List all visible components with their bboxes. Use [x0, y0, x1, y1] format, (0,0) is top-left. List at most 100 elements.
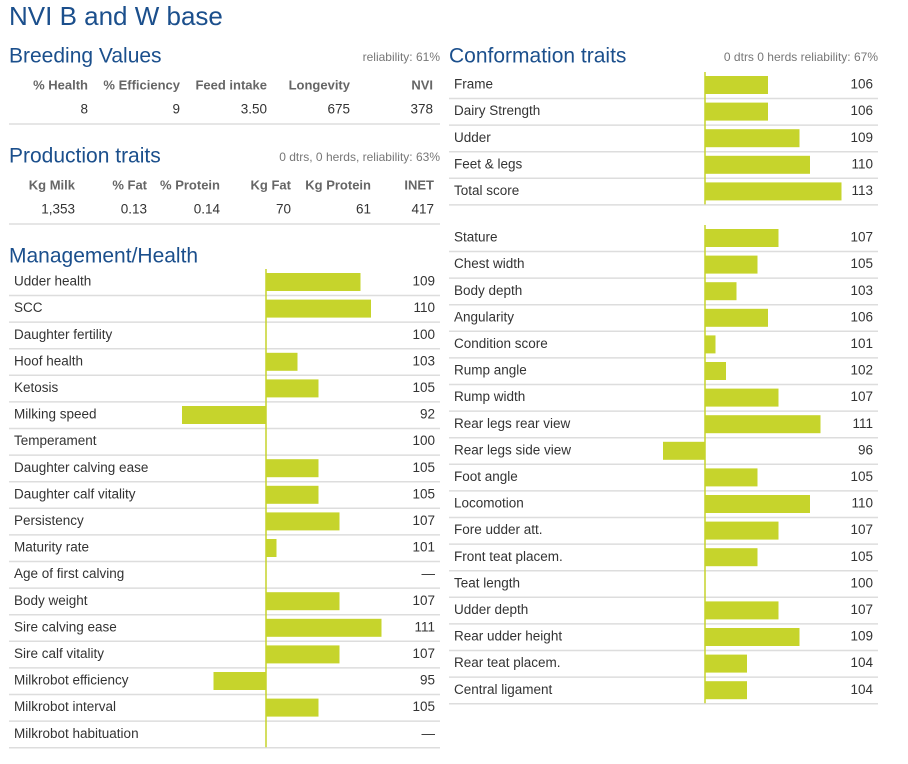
trait-name: Daughter fertility — [14, 327, 113, 342]
trait-value: 105 — [412, 486, 435, 501]
trait-name: Chest width — [454, 256, 525, 271]
trait-name: Rear udder height — [454, 629, 562, 644]
column-header: Feed intake — [195, 77, 267, 92]
bar — [266, 618, 382, 637]
trait-value: 113 — [851, 183, 873, 198]
column-header: Kg Milk — [29, 177, 76, 192]
trait-value: 109 — [850, 629, 873, 644]
table-cell: 0.14 — [194, 202, 221, 217]
trait-value: 105 — [850, 256, 873, 271]
reliability: 0 dtrs 0 herds reliability: 67% — [724, 50, 878, 64]
trait-name: Sire calving ease — [14, 619, 117, 634]
trait-value: 110 — [851, 156, 873, 171]
reliability: 0 dtrs, 0 herds, reliability: 63% — [279, 150, 440, 164]
trait-name: Milkrobot efficiency — [14, 673, 129, 688]
trait-value: 100 — [850, 575, 873, 590]
bar — [266, 645, 340, 664]
trait-value: 105 — [850, 549, 873, 564]
trait-value: 105 — [850, 469, 873, 484]
trait-name: Condition score — [454, 336, 548, 351]
trait-name: Udder — [454, 130, 491, 145]
trait-name: Frame — [454, 77, 493, 92]
column-header: % Health — [33, 77, 88, 92]
bar — [705, 654, 747, 673]
bar — [705, 155, 810, 174]
trait-value: 109 — [850, 130, 873, 145]
trait-value: 103 — [850, 283, 873, 298]
trait-value: 107 — [412, 513, 435, 528]
bar — [705, 388, 779, 407]
trait-name: Feet & legs — [454, 156, 523, 171]
column-header: NVI — [411, 77, 433, 92]
section-heading: Conformation traits — [449, 45, 626, 68]
trait-name: Milking speed — [14, 407, 97, 422]
column-header: % Efficiency — [103, 77, 180, 92]
trait-value: 107 — [850, 522, 873, 537]
trait-value: 107 — [412, 646, 435, 661]
page-title: NVI B and W base — [9, 1, 223, 31]
trait-value: 103 — [412, 353, 435, 368]
trait-value: 107 — [850, 389, 873, 404]
trait-name: Foot angle — [454, 469, 518, 484]
table-cell: 417 — [411, 202, 434, 217]
bar — [266, 485, 319, 504]
trait-name: Dairy Strength — [454, 103, 540, 118]
bar — [705, 681, 747, 700]
trait-name: SCC — [14, 300, 43, 315]
section-heading: Production traits — [9, 145, 161, 168]
bar — [705, 521, 779, 540]
trait-name: Milkrobot interval — [14, 699, 116, 714]
column-header: % Protein — [160, 177, 220, 192]
trait-value: 101 — [412, 540, 435, 555]
trait-name: Sire calf vitality — [14, 646, 104, 661]
bar — [705, 308, 768, 327]
trait-name: Daughter calf vitality — [14, 486, 136, 501]
trait-value: — — [422, 726, 436, 741]
section-heading: Management/Health — [9, 245, 198, 268]
trait-name: Rear teat placem. — [454, 655, 561, 670]
trait-value: 95 — [420, 673, 435, 688]
column-header: INET — [404, 177, 434, 192]
trait-value: 104 — [850, 682, 873, 697]
trait-name: Angularity — [454, 309, 514, 324]
trait-name: Rear legs side view — [454, 442, 571, 457]
trait-value: 106 — [850, 309, 873, 324]
trait-value: — — [422, 566, 436, 581]
trait-name: Age of first calving — [14, 566, 124, 581]
bar — [705, 495, 810, 513]
trait-name: Maturity rate — [14, 540, 89, 555]
bar — [266, 592, 340, 611]
trait-value: 107 — [850, 602, 873, 617]
table-cell: 61 — [356, 202, 371, 217]
bar — [266, 459, 319, 478]
reliability: reliability: 61% — [363, 50, 441, 64]
trait-value: 105 — [412, 460, 435, 475]
trait-value: 104 — [850, 655, 873, 670]
trait-value: 111 — [852, 416, 873, 431]
bar — [266, 512, 340, 531]
trait-value: 109 — [412, 274, 435, 289]
trait-name: Locomotion — [454, 496, 524, 511]
bar — [266, 698, 319, 717]
bar — [705, 628, 800, 646]
table-cell: 1,353 — [41, 202, 75, 217]
bar — [705, 468, 758, 487]
trait-value: 111 — [414, 619, 435, 634]
trait-value: 100 — [412, 327, 435, 342]
bar — [705, 182, 842, 201]
trait-value: 110 — [413, 300, 435, 315]
table-cell: 9 — [172, 102, 180, 117]
bar — [705, 282, 737, 301]
bar — [705, 601, 779, 620]
trait-value: 101 — [850, 336, 873, 351]
trait-value: 107 — [850, 230, 873, 245]
bar — [705, 415, 821, 434]
trait-name: Udder health — [14, 274, 91, 289]
bar — [705, 362, 726, 380]
trait-name: Rump width — [454, 389, 525, 404]
trait-name: Front teat placem. — [454, 549, 563, 564]
table-cell: 8 — [80, 102, 88, 117]
table-cell: 378 — [410, 102, 433, 117]
trait-name: Temperament — [14, 433, 97, 448]
